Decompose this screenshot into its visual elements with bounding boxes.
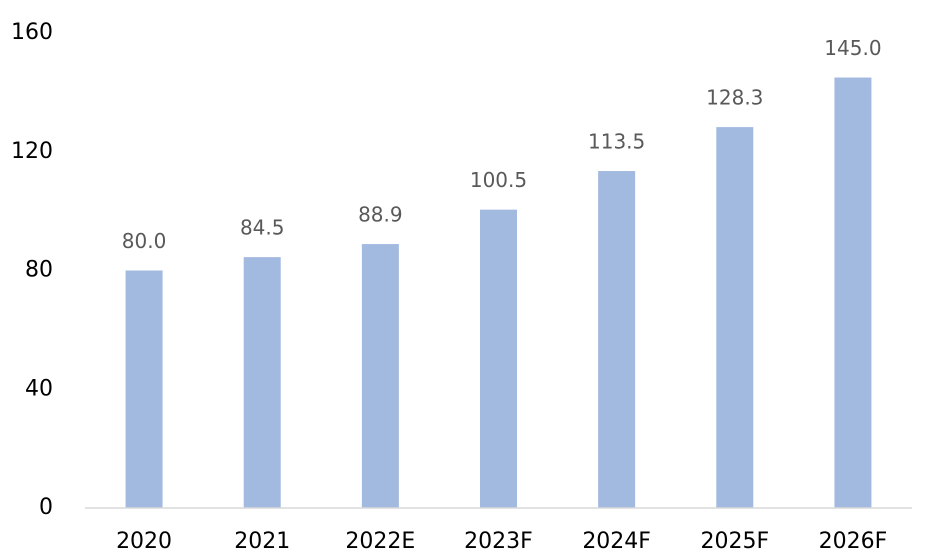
y-tick-label: 40 <box>25 376 53 401</box>
x-tick-label: 2026F <box>819 529 888 554</box>
value-label: 100.5 <box>470 168 527 192</box>
bar <box>480 209 517 508</box>
value-label: 113.5 <box>588 130 645 154</box>
y-tick-label: 160 <box>11 20 53 45</box>
y-tick-label: 0 <box>39 495 53 520</box>
value-label: 145.0 <box>824 36 881 60</box>
bar <box>361 244 399 508</box>
value-label: 80.0 <box>122 229 167 253</box>
value-label: 88.9 <box>358 203 403 227</box>
x-tick-label: 2022E <box>345 529 415 554</box>
bar <box>243 257 281 508</box>
value-label: 84.5 <box>240 216 285 240</box>
x-tick-label: 2024F <box>582 529 651 554</box>
x-tick-label: 2025F <box>700 529 769 554</box>
y-tick-label: 80 <box>25 258 53 283</box>
x-tick-label: 2020 <box>116 529 172 554</box>
bar <box>598 171 636 508</box>
x-tick-label: 2021 <box>234 529 290 554</box>
bar <box>834 77 872 508</box>
y-tick-label: 120 <box>11 139 53 164</box>
value-label: 128.3 <box>706 86 763 110</box>
bar <box>716 127 754 508</box>
x-tick-label: 2023F <box>464 529 533 554</box>
bar <box>125 270 163 508</box>
